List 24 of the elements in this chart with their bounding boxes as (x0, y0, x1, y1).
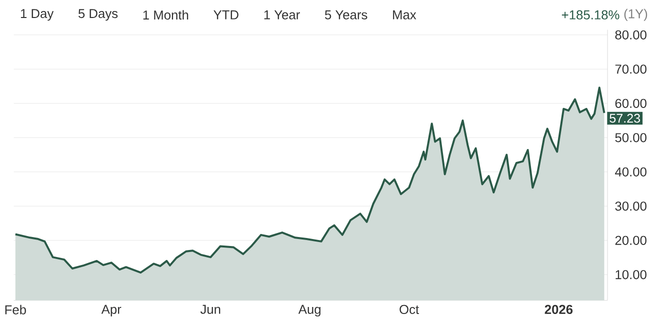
text: 1 Day (20, 9, 54, 21)
text: +185.18% (562, 10, 620, 20)
y-tick-label: 50.00 (615, 133, 646, 142)
text: Max (393, 10, 416, 20)
x-tick-label: 2026 (544, 304, 573, 314)
x-tick-label: Apr (101, 304, 122, 316)
y-tick-label: 20.00 (615, 236, 646, 245)
y-tick-label: 30.00 (615, 202, 646, 211)
annotation: 57.23 (610, 114, 640, 123)
x-tick-label: Oct (400, 304, 419, 314)
text: 5 Years (324, 10, 368, 20)
y-tick-label: 80.00 (615, 30, 646, 40)
text: 5 Days (78, 9, 118, 21)
x-tick-label: Jun (200, 304, 220, 314)
x-tick-label: Aug (298, 304, 320, 316)
text: 1 Year (264, 10, 300, 20)
y-tick-label: 70.00 (615, 64, 646, 74)
x-tick-label: Feb (5, 304, 26, 314)
text: 1 Month (143, 10, 188, 20)
text: (1Y) (624, 8, 648, 21)
y-tick-label: 60.00 (615, 98, 646, 108)
y-tick-label: 40.00 (615, 167, 646, 176)
y-tick-label: 10.00 (616, 270, 646, 280)
text: YTD (214, 10, 238, 20)
